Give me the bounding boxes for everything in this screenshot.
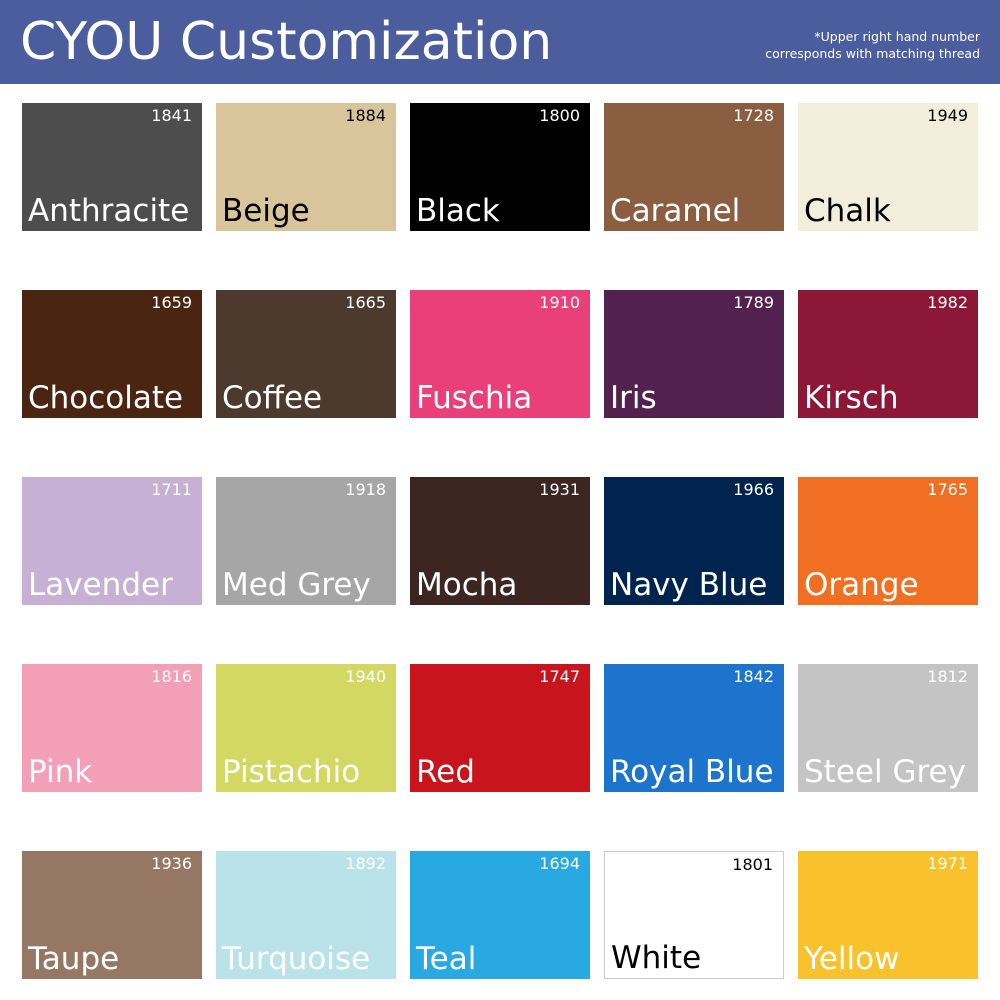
- color-swatch-teal[interactable]: 1694 Teal: [410, 851, 590, 979]
- thread-number: 1801: [732, 855, 773, 874]
- color-swatch-coffee[interactable]: 1665 Coffee: [216, 290, 396, 418]
- color-swatch-beige[interactable]: 1884 Beige: [216, 103, 396, 231]
- color-name: White: [611, 940, 702, 976]
- thread-number: 1936: [151, 854, 192, 873]
- color-swatch-turquoise[interactable]: 1892 Turquoise: [216, 851, 396, 979]
- color-swatch-iris[interactable]: 1789 Iris: [604, 290, 784, 418]
- color-name: Anthracite: [28, 193, 190, 229]
- thread-number: 1940: [345, 667, 386, 686]
- thread-number: 1711: [151, 480, 192, 499]
- thread-number: 1816: [151, 667, 192, 686]
- color-swatch-med-grey[interactable]: 1918 Med Grey: [216, 477, 396, 605]
- color-name: Iris: [610, 380, 657, 416]
- color-name: Fuschia: [416, 380, 533, 416]
- thread-number: 1884: [345, 106, 386, 125]
- thread-number: 1789: [733, 293, 774, 312]
- color-swatch-mocha[interactable]: 1931 Mocha: [410, 477, 590, 605]
- color-swatch-lavender[interactable]: 1711 Lavender: [22, 477, 202, 605]
- thread-number: 1812: [927, 667, 968, 686]
- color-swatch-steel-grey[interactable]: 1812 Steel Grey: [798, 664, 978, 792]
- color-swatch-fuschia[interactable]: 1910 Fuschia: [410, 290, 590, 418]
- color-swatch-taupe[interactable]: 1936 Taupe: [22, 851, 202, 979]
- color-name: Navy Blue: [610, 567, 768, 603]
- color-name: Chocolate: [28, 380, 184, 416]
- page-title: CYOU Customization: [20, 12, 553, 72]
- color-swatch-grid: 1841 Anthracite 1884 Beige 1800 Black 1728 Cara…: [22, 103, 978, 979]
- thread-number: 1841: [151, 106, 192, 125]
- color-swatch-red[interactable]: 1747 Red: [410, 664, 590, 792]
- color-swatch-royal-blue[interactable]: 1842 Royal Blue: [604, 664, 784, 792]
- thread-number: 1765: [927, 480, 968, 499]
- color-name: Caramel: [610, 193, 741, 229]
- thread-number: 1910: [539, 293, 580, 312]
- thread-number: 1982: [927, 293, 968, 312]
- color-name: Black: [416, 193, 500, 229]
- color-swatch-caramel[interactable]: 1728 Caramel: [604, 103, 784, 231]
- color-name: Mocha: [416, 567, 518, 603]
- color-swatch-pink[interactable]: 1816 Pink: [22, 664, 202, 792]
- color-name: Royal Blue: [610, 754, 774, 790]
- color-name: Lavender: [28, 567, 173, 603]
- color-swatch-anthracite[interactable]: 1841 Anthracite: [22, 103, 202, 231]
- color-swatch-black[interactable]: 1800 Black: [410, 103, 590, 231]
- thread-number: 1966: [733, 480, 774, 499]
- thread-number: 1892: [345, 854, 386, 873]
- thread-number: 1971: [927, 854, 968, 873]
- thread-note: *Upper right hand number corresponds wit…: [765, 28, 980, 62]
- color-name: Turquoise: [222, 941, 371, 977]
- color-swatch-orange[interactable]: 1765 Orange: [798, 477, 978, 605]
- thread-number: 1747: [539, 667, 580, 686]
- color-name: Red: [416, 754, 475, 790]
- thread-number: 1918: [345, 480, 386, 499]
- color-swatch-chalk[interactable]: 1949 Chalk: [798, 103, 978, 231]
- thread-number: 1659: [151, 293, 192, 312]
- color-name: Med Grey: [222, 567, 371, 603]
- thread-number: 1665: [345, 293, 386, 312]
- color-name: Steel Grey: [804, 754, 966, 790]
- color-name: Yellow: [804, 941, 900, 977]
- color-name: Pistachio: [222, 754, 361, 790]
- color-name: Pink: [28, 754, 93, 790]
- thread-note-line-1: *Upper right hand number: [814, 29, 980, 44]
- color-swatch-pistachio[interactable]: 1940 Pistachio: [216, 664, 396, 792]
- color-name: Orange: [804, 567, 919, 603]
- color-swatch-yellow[interactable]: 1971 Yellow: [798, 851, 978, 979]
- color-name: Kirsch: [804, 380, 899, 416]
- color-swatch-navy-blue[interactable]: 1966 Navy Blue: [604, 477, 784, 605]
- thread-number: 1842: [733, 667, 774, 686]
- color-swatch-white[interactable]: 1801 White: [604, 851, 784, 979]
- color-name: Beige: [222, 193, 310, 229]
- color-name: Chalk: [804, 193, 891, 229]
- color-name: Teal: [416, 941, 477, 977]
- header-banner: CYOU Customization *Upper right hand num…: [0, 0, 1000, 84]
- thread-number: 1694: [539, 854, 580, 873]
- thread-note-line-2: corresponds with matching thread: [765, 46, 980, 61]
- thread-number: 1931: [539, 480, 580, 499]
- color-name: Taupe: [28, 941, 120, 977]
- color-swatch-chocolate[interactable]: 1659 Chocolate: [22, 290, 202, 418]
- color-name: Coffee: [222, 380, 323, 416]
- thread-number: 1728: [733, 106, 774, 125]
- color-swatch-kirsch[interactable]: 1982 Kirsch: [798, 290, 978, 418]
- thread-number: 1800: [539, 106, 580, 125]
- thread-number: 1949: [927, 106, 968, 125]
